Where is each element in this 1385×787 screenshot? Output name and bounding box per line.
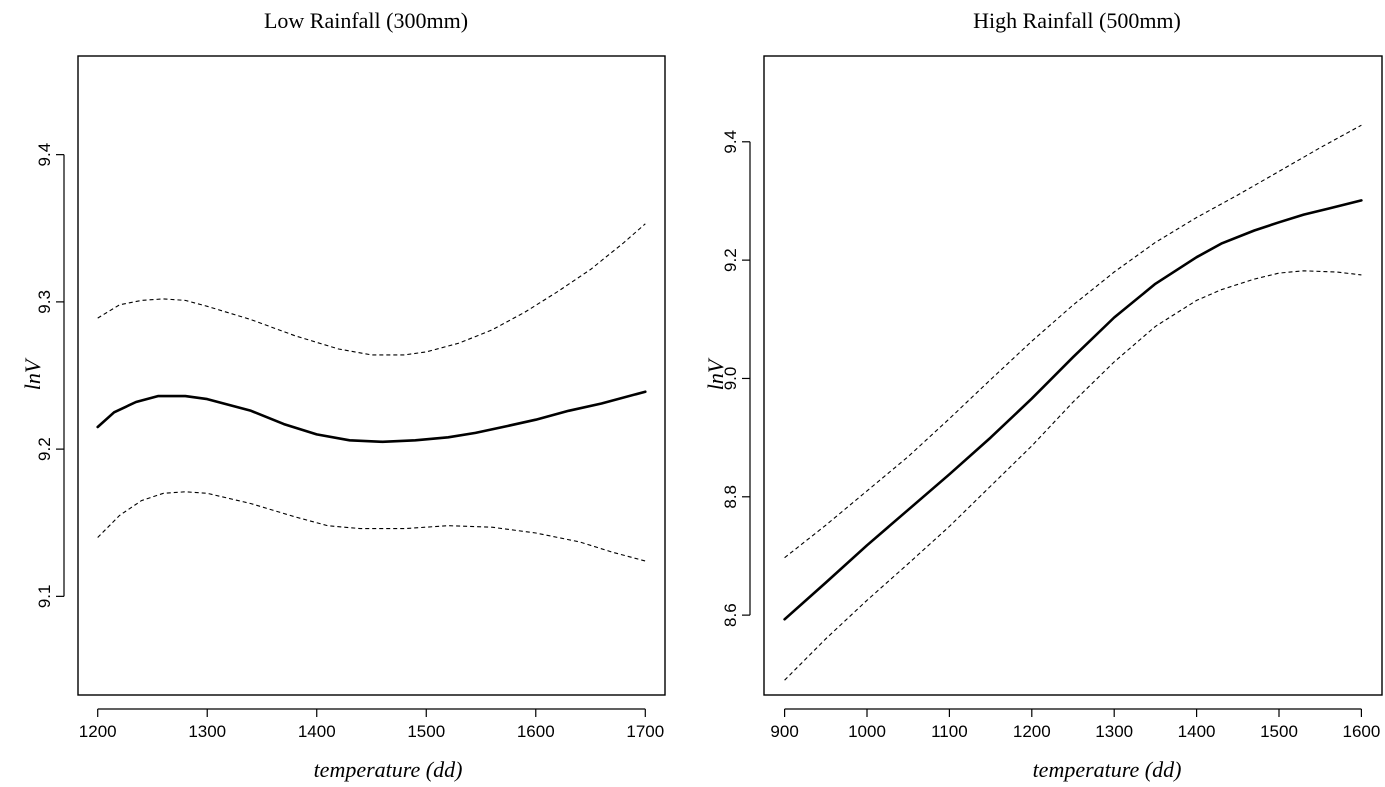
- fitted-line: [96, 390, 647, 444]
- y-axis-label: lnV: [20, 357, 45, 390]
- x-tick-label: 1700: [626, 722, 664, 741]
- x-axis-label: temperature (dd): [1033, 757, 1182, 782]
- x-tick-label: 1200: [1013, 722, 1051, 741]
- panel-high-rainfall: High Rainfall (500mm) temperature (dd) l…: [703, 8, 1383, 782]
- x-tick-label: 1600: [1342, 722, 1380, 741]
- fitted-line: [783, 199, 1363, 621]
- x-tick-label: 1500: [1260, 722, 1298, 741]
- y-tick-label: 9.2: [721, 248, 740, 272]
- y-tick-label: 8.8: [721, 485, 740, 509]
- y-tick-label: 9.3: [35, 290, 54, 314]
- upper-bound-line: [97, 223, 646, 356]
- chart-title: High Rainfall (500mm): [973, 8, 1181, 33]
- x-tick-label: 1300: [188, 722, 226, 741]
- y-tick-label: 9.1: [35, 585, 54, 609]
- upper-bound-line: [784, 124, 1362, 559]
- x-tick-label: 900: [770, 722, 798, 741]
- lower-bound-line: [784, 270, 1362, 681]
- y-tick-label: 9.4: [721, 130, 740, 154]
- y-axis-label: lnV: [703, 357, 728, 390]
- y-tick-label: 9.4: [35, 143, 54, 167]
- x-tick-label: 1600: [517, 722, 555, 741]
- plot-frame: [77, 55, 666, 696]
- lower-bound-line: [97, 491, 646, 562]
- x-tick-label: 1400: [1178, 722, 1216, 741]
- panel-low-rainfall: Low Rainfall (300mm) temperature (dd) ln…: [20, 8, 666, 782]
- x-axis-label: temperature (dd): [314, 757, 463, 782]
- y-tick-label: 9.0: [721, 367, 740, 391]
- x-tick-label: 1000: [848, 722, 886, 741]
- chart-title: Low Rainfall (300mm): [264, 8, 468, 33]
- y-tick-label: 8.6: [721, 603, 740, 627]
- x-tick-label: 1200: [79, 722, 117, 741]
- y-tick-label: 9.2: [35, 437, 54, 461]
- x-tick-label: 1300: [1095, 722, 1133, 741]
- x-tick-label: 1100: [931, 722, 968, 741]
- plot-frame: [763, 55, 1383, 696]
- x-tick-label: 1500: [407, 722, 445, 741]
- x-tick-label: 1400: [298, 722, 336, 741]
